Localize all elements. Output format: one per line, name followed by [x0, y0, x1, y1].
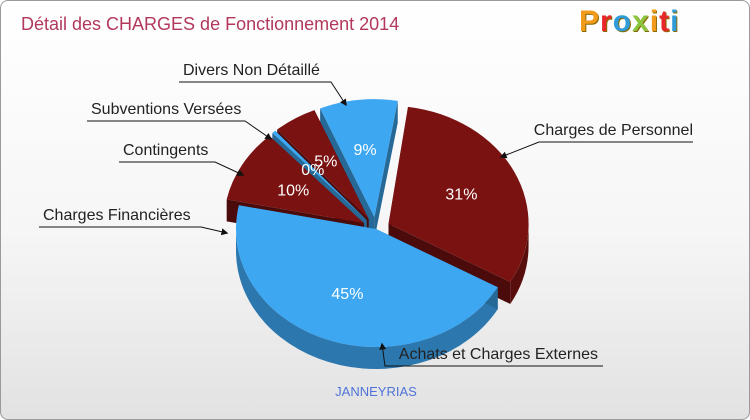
slice-category-label: Divers Non Détaillé: [183, 62, 320, 79]
logo-letter: i: [670, 5, 680, 38]
slice-percent-label: 10%: [277, 182, 309, 199]
slice-percent-label: 9%: [353, 142, 376, 159]
pie-slice: [320, 99, 398, 218]
pie-slice: [236, 205, 498, 347]
slice-category-label: Charges Financières: [43, 207, 191, 224]
leader-line: [499, 141, 693, 159]
slice-percent-label: 45%: [331, 286, 363, 303]
leader-line: [379, 342, 603, 367]
logo-letter: x: [632, 5, 650, 38]
slice-percent-label: 0%: [301, 162, 324, 179]
slice-percent-label: 31%: [445, 187, 477, 204]
pie-slice: [226, 135, 364, 224]
pie-slice-cut: [374, 100, 398, 240]
slice-category-label: Contingents: [123, 142, 208, 159]
logo-letter: t: [659, 5, 671, 38]
pie-slice: [272, 130, 367, 221]
logo-letter: o: [612, 5, 633, 38]
chart-subtitle: JANNEYRIAS: [335, 384, 417, 399]
slice-percent-label: 5%: [314, 154, 337, 171]
leader-line: [119, 161, 245, 176]
leader-line: [87, 120, 273, 140]
slice-category-label: Charges de Personnel: [534, 122, 693, 139]
pie-slice: [277, 110, 369, 219]
leader-line: [39, 226, 229, 236]
slice-category-label: Subventions Versées: [91, 101, 241, 118]
leader-line: [179, 81, 347, 107]
chart-title: Détail des CHARGES de Fonctionnement 201…: [21, 14, 400, 34]
pie-slice-side: [236, 229, 498, 370]
pie-slice-side: [510, 223, 529, 305]
logo-letter: r: [600, 5, 613, 38]
pie-slice: [388, 106, 529, 283]
logo-letter: i: [649, 5, 660, 38]
slice-category-label: Achats et Charges Externes: [399, 346, 598, 363]
logo-letter: P: [579, 5, 601, 38]
proxiti-logo: Proxiti: [579, 5, 679, 39]
